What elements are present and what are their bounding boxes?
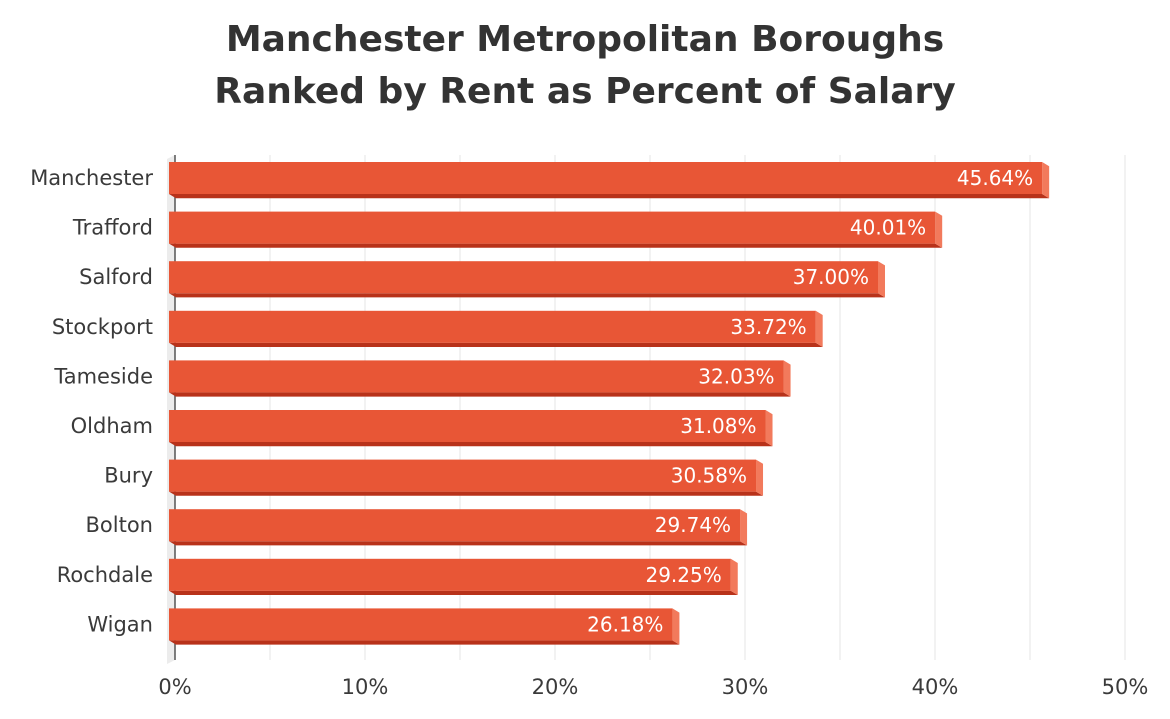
bar-bottom-face — [169, 640, 680, 645]
chart-title: Manchester Metropolitan Boroughs Ranked … — [0, 14, 1170, 118]
bar-end-face — [740, 509, 748, 546]
bar-end-face — [765, 410, 773, 447]
bar-face — [169, 410, 766, 442]
category-label: Wigan — [87, 612, 153, 636]
bar-value-label: 29.74% — [655, 513, 731, 537]
bar-face — [169, 558, 731, 591]
category-label: Oldham — [71, 414, 153, 438]
bar-bottom-face — [169, 442, 773, 447]
bar-face — [169, 360, 784, 393]
bar-end-face — [878, 261, 885, 298]
bar-face — [169, 162, 1043, 194]
bar-value-label: 30.58% — [671, 464, 747, 488]
bar-manchester: 45.64% — [169, 162, 1050, 199]
category-label: Trafford — [72, 216, 153, 240]
bar-stockport: 33.72% — [169, 310, 823, 347]
bar-salford: 37.00% — [169, 261, 885, 298]
bar-value-label: 26.18% — [587, 612, 663, 636]
bar-bottom-face — [169, 590, 738, 595]
category-label: Bolton — [86, 513, 153, 537]
bar-oldham: 31.08% — [169, 410, 773, 447]
bar-end-face — [672, 608, 680, 645]
bar-bottom-face — [169, 541, 748, 546]
bar-value-label: 40.01% — [850, 216, 926, 240]
category-labels: Manchester Trafford Salford Stockport Tamesi… — [30, 166, 153, 636]
bar-rochdale: 29.25% — [169, 558, 738, 595]
bar-bottom-face — [169, 293, 885, 298]
bar-face — [169, 608, 673, 641]
bar-end-face — [935, 211, 943, 248]
bar-bottom-face — [169, 342, 823, 347]
bar-value-label: 29.25% — [645, 563, 721, 587]
bar-bury: 30.58% — [169, 459, 764, 496]
bar-face — [169, 509, 741, 542]
bar-bottom-face — [169, 194, 1050, 199]
x-tick-label: 10% — [342, 675, 389, 699]
category-label: Rochdale — [57, 563, 153, 587]
bar-end-face — [783, 360, 791, 397]
x-tick-label: 0% — [158, 675, 191, 699]
bar-end-face — [756, 459, 764, 496]
bar-face — [169, 211, 936, 244]
category-label: Stockport — [52, 315, 153, 339]
bar-trafford: 40.01% — [169, 211, 943, 248]
chart-title-line-2: Ranked by Rent as Percent of Salary — [214, 71, 956, 112]
chart-title-line-1: Manchester Metropolitan Boroughs — [225, 19, 945, 60]
x-tick-label: 30% — [722, 675, 769, 699]
category-label: Tameside — [53, 364, 153, 388]
bar-end-face — [815, 310, 823, 347]
category-label: Manchester — [30, 166, 153, 190]
bar-wigan: 26.18% — [169, 608, 680, 645]
bar-end-face — [730, 558, 738, 595]
x-tick-label: 20% — [532, 675, 579, 699]
bar-value-label: 37.00% — [793, 265, 869, 289]
category-label: Bury — [104, 464, 153, 488]
bar-value-label: 45.64% — [957, 166, 1033, 190]
x-tick-label: 50% — [1102, 675, 1149, 699]
x-tick-label: 40% — [912, 675, 959, 699]
bar-bottom-face — [169, 392, 791, 397]
bar-bottom-face — [169, 243, 943, 248]
bar-tameside: 32.03% — [169, 360, 791, 397]
bar-bottom-face — [169, 491, 764, 496]
bar-value-label: 31.08% — [680, 414, 756, 438]
bar-value-label: 32.03% — [698, 364, 774, 388]
x-axis-ticks: 0% 10% 20% 30% 40% 50% — [158, 675, 1148, 699]
bar-face — [169, 261, 878, 294]
bar-face — [169, 459, 757, 492]
bar-value-label: 33.72% — [730, 315, 806, 339]
bars: 45.64% 40.01% 37.00% 33.72% 32.03% 31.08% 30.5… — [169, 162, 1050, 645]
bar-end-face — [1042, 162, 1050, 199]
bar-face — [169, 310, 816, 343]
category-label: Salford — [79, 265, 153, 289]
bar-bolton: 29.74% — [169, 509, 748, 546]
